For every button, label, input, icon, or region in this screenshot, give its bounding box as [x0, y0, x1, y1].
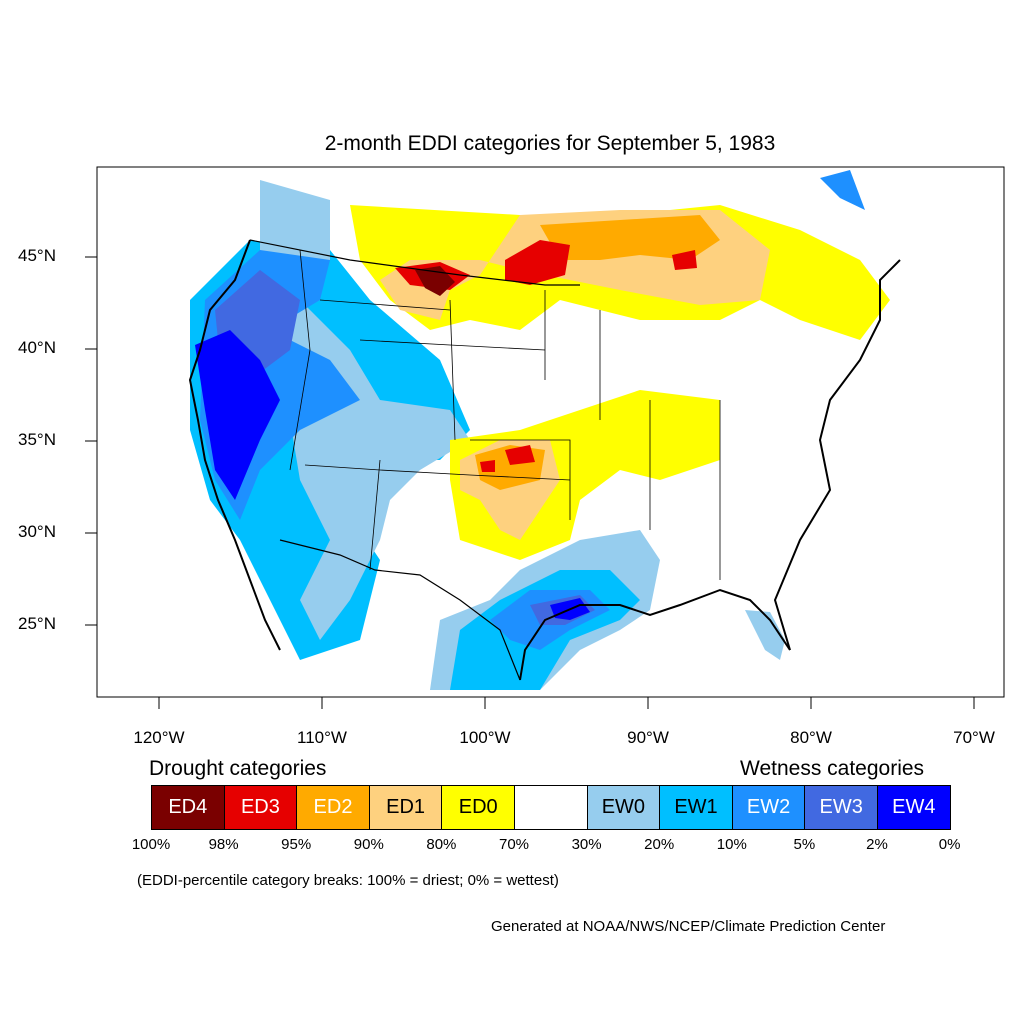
legend-box-ew4: EW4	[877, 785, 951, 830]
lon-label-110: 110°W	[297, 728, 347, 747]
state-lines	[289, 249, 721, 580]
legend-box-ew1: EW1	[659, 785, 733, 830]
lat-label-45: 45°N	[18, 246, 56, 265]
legend-box-ew3: EW3	[804, 785, 878, 830]
axis-ticks	[85, 256, 975, 709]
lon-label-90: 90°W	[627, 728, 669, 747]
border-canada	[249, 239, 580, 286]
legend-box-ed3: ED3	[223, 785, 298, 830]
lat-label-25: 25°N	[18, 614, 56, 633]
map-fill	[190, 170, 890, 690]
coastline-gulf	[519, 588, 791, 681]
region-ed3-north	[395, 240, 697, 290]
legend-percentile: 2%	[866, 836, 888, 853]
legend-percentile: 20%	[644, 836, 675, 853]
legend-percentile: 0%	[938, 836, 961, 853]
border-mexico	[279, 539, 521, 681]
region-ew2-northeast	[820, 170, 865, 210]
region-ew0-west	[260, 180, 470, 640]
legend-percentile: 90%	[353, 836, 384, 853]
region-ew4-west	[195, 330, 280, 500]
legend-box-neutral	[514, 785, 588, 830]
lon-label-100: 100°W	[459, 728, 511, 747]
credit-line: Generated at NOAA/NWS/NCEP/Climate Predi…	[491, 918, 886, 935]
legend-percentile: 30%	[571, 836, 602, 853]
legend-percentile: 95%	[281, 836, 312, 853]
legend-box-ed0: ED0	[441, 785, 515, 830]
legend-box-ed4: ED4	[151, 785, 225, 830]
drought-heading: Drought categories	[149, 757, 327, 780]
region-ed2-north	[540, 215, 720, 260]
legend-percentile: 100%	[131, 836, 171, 853]
legend-box-ed2: ED2	[296, 785, 370, 830]
legend-box-ew0: EW0	[586, 785, 661, 830]
lat-label-40: 40°N	[18, 338, 56, 357]
lon-label-120: 120°W	[133, 728, 185, 747]
legend-percentile: 70%	[498, 836, 530, 853]
map-title-text: 2-month EDDI categories for September 5,…	[324, 132, 776, 155]
legend-percentile: 10%	[716, 836, 747, 853]
legend-percentile: 5%	[793, 836, 816, 853]
coastline-west	[188, 239, 281, 651]
lat-label-35: 35°N	[18, 430, 56, 449]
region-ed3-central	[480, 445, 535, 472]
coastline-east	[773, 259, 901, 651]
lon-label-70: 70°W	[953, 728, 995, 747]
legend-percentile: 98%	[208, 836, 239, 853]
wetness-heading: Wetness categories	[740, 757, 925, 780]
category-note: (EDDI-percentile category breaks: 100% =…	[137, 872, 559, 889]
region-ew0-florida	[745, 610, 785, 660]
lat-label-30: 30°N	[18, 522, 56, 541]
legend-box-ed1: ED1	[368, 785, 443, 830]
legend-box-ew2: EW2	[731, 785, 806, 830]
map-frame	[96, 166, 1005, 698]
lon-label-80: 80°W	[790, 728, 832, 747]
legend-percentile: 80%	[426, 836, 457, 853]
boundaries	[188, 239, 901, 681]
